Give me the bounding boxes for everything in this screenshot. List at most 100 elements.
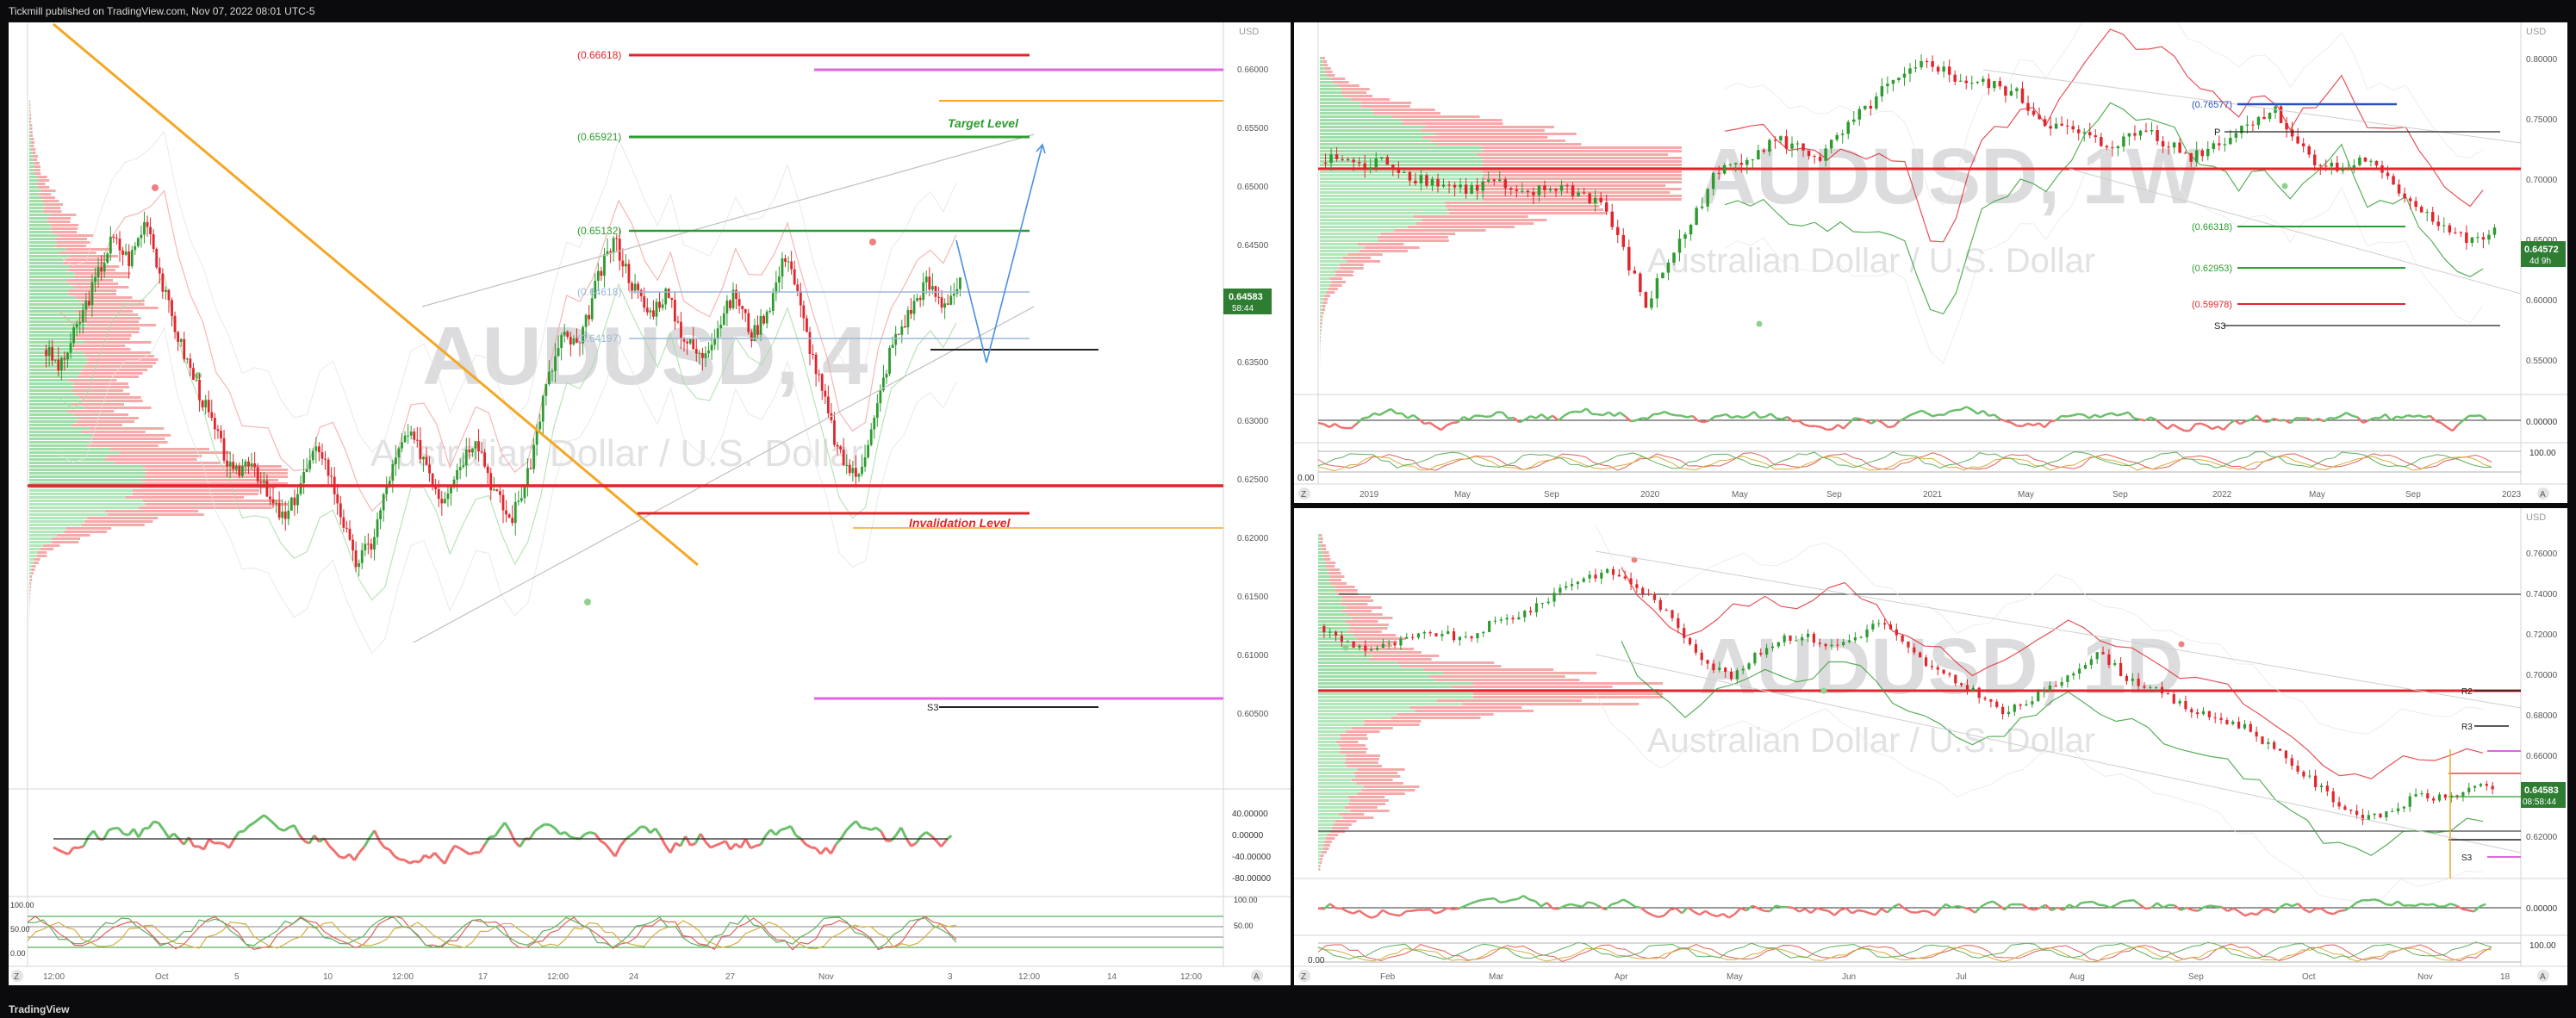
candle-body <box>2178 701 2181 704</box>
volume-bar-buy <box>1318 696 1473 698</box>
candle-body <box>1453 184 1457 188</box>
volume-bar-buy <box>29 417 79 419</box>
candle-body <box>395 457 397 464</box>
volume-bar-sell <box>1319 861 1322 864</box>
volume-bar-sell <box>90 427 165 430</box>
oscillator-segment <box>1457 416 1465 424</box>
oscillator-segment <box>1341 907 1348 913</box>
volume-bar-buy <box>1320 157 1483 159</box>
volume-bar-sell <box>65 527 112 530</box>
candle-body <box>2201 711 2206 715</box>
daily-time-axis[interactable]: Feb Mar Apr May Jun Jul Aug Sep Oct Nov 18 <box>1380 972 2511 982</box>
daily-chart-panel[interactable]: AUDUSD, 1D Australian Dollar / U.S. Doll… <box>1294 508 2567 985</box>
oscillator-segment <box>2162 903 2169 909</box>
oscillator-segment <box>1759 415 1766 419</box>
h4-chart-panel[interactable]: AUDUSD, 4 Australian Dollar / U.S. Dolla… <box>9 22 1291 985</box>
candle-body <box>1364 645 1367 651</box>
oscillator-segment <box>2262 419 2268 424</box>
weekly-price-axis[interactable]: 0.800000.750000.700000.650000.600000.550… <box>2526 55 2558 366</box>
candle-body <box>1759 653 1763 655</box>
candle-body <box>2245 124 2249 126</box>
oscillator-segment <box>2077 413 2084 416</box>
oscillator-segment <box>1502 412 1509 419</box>
oscillator-segment <box>2156 419 2163 426</box>
candle-body <box>1328 631 1332 633</box>
weekly-countdown: 4d 9h <box>2529 257 2551 266</box>
candle-body <box>2307 146 2311 155</box>
oscillator-segment <box>227 838 235 849</box>
h4-osc-tick: -40.00000 <box>1232 853 1271 862</box>
h4-time-axis[interactable]: 12:00 Oct 5 10 12:00 17 12:00 24 27 Nov 3 12:00 14 12… <box>43 972 1202 982</box>
volume-bar-buy <box>1320 202 1446 204</box>
volume-bar-sell <box>84 341 152 344</box>
oscillator-segment <box>1875 908 1882 916</box>
daily-channel-top[interactable] <box>1595 550 2522 709</box>
h4-uptrend-line[interactable] <box>413 306 1035 643</box>
h4-downtrend-line[interactable] <box>53 22 699 567</box>
oscillator-segment <box>1857 909 1864 913</box>
oscillator-segment <box>528 829 537 840</box>
volume-bar-sell <box>29 107 31 109</box>
candle-body <box>1537 185 1541 196</box>
candle-body <box>578 342 582 344</box>
weekly-chart-panel[interactable]: AUDUSD, 1W Australian Dollar / U.S. Doll… <box>1294 22 2567 503</box>
oscillator-segment <box>289 823 296 829</box>
candle-body <box>495 489 499 492</box>
candle-body <box>330 475 333 477</box>
volume-bar-sell <box>105 510 199 512</box>
candle-body <box>729 300 731 308</box>
weekly-time-axis[interactable]: 2019 May Sep 2020 May Sep 2021 May Sep 2022 May Sep… <box>1360 490 2522 500</box>
volume-bar-sell <box>40 189 56 192</box>
volume-bar-buy <box>29 179 39 182</box>
h4-channel-line[interactable] <box>421 133 1035 307</box>
candle-body <box>903 326 906 328</box>
candle-body <box>851 468 855 474</box>
weekly-time-tick: Sep <box>2405 490 2421 500</box>
weekly-time-tick: May <box>2309 490 2325 500</box>
oscillator-segment <box>1434 425 1442 431</box>
oscillator-segment <box>414 860 420 864</box>
oscillator-segment <box>2479 903 2486 908</box>
h4-time-tick: 12:00 <box>547 972 569 982</box>
oscillator-segment <box>424 854 431 860</box>
tradingview-logo[interactable]: TradingView <box>9 1003 70 1015</box>
oscillator-segment <box>1540 413 1548 420</box>
daily-channel-bottom[interactable] <box>1595 654 2522 854</box>
oscillator-segment <box>1769 904 1777 913</box>
oscillator-segment <box>78 845 84 849</box>
volume-bar-buy <box>1318 551 1323 554</box>
volume-bar-buy <box>1318 816 1343 819</box>
volume-bar-sell <box>1483 177 1682 180</box>
weekly-channel-bottom[interactable] <box>2069 168 2522 295</box>
volume-bar-buy <box>1320 126 1426 128</box>
oscillator-segment <box>2332 909 2340 916</box>
candle-body <box>2078 668 2081 674</box>
oscillator-segment <box>2412 414 2419 419</box>
candle-body <box>299 483 302 494</box>
volume-bar-sell <box>1323 555 1330 557</box>
volume-bar-sell <box>1353 634 1397 636</box>
oscillator-segment <box>1619 411 1627 418</box>
volume-bar-buy <box>29 338 75 340</box>
candle-body <box>2032 110 2036 115</box>
oscillator-segment <box>498 822 507 830</box>
oscillator-segment <box>339 855 345 860</box>
oscillator-segment <box>2401 413 2409 419</box>
oscillator-segment <box>2329 416 2336 420</box>
oscillator-segment <box>2396 415 2403 419</box>
h4-level-065132: (0.65132) <box>577 225 621 237</box>
candle-body <box>2491 785 2494 790</box>
candle-body <box>1521 190 1524 192</box>
volume-bar-buy <box>29 517 88 519</box>
volume-bar-sell <box>43 207 61 209</box>
oscillator-segment <box>594 833 601 841</box>
volume-bar-sell <box>1325 71 1333 73</box>
volume-bar-buy <box>29 331 79 333</box>
oscillator-segment <box>1758 907 1765 912</box>
volume-bar-sell <box>43 210 62 213</box>
h4-projection-path[interactable] <box>955 144 1043 363</box>
candle-body <box>1397 169 1401 173</box>
weekly-channel-top[interactable] <box>1982 69 2522 144</box>
candle-body <box>2312 154 2317 165</box>
weekly-last-price: 0.64572 <box>2524 245 2559 255</box>
